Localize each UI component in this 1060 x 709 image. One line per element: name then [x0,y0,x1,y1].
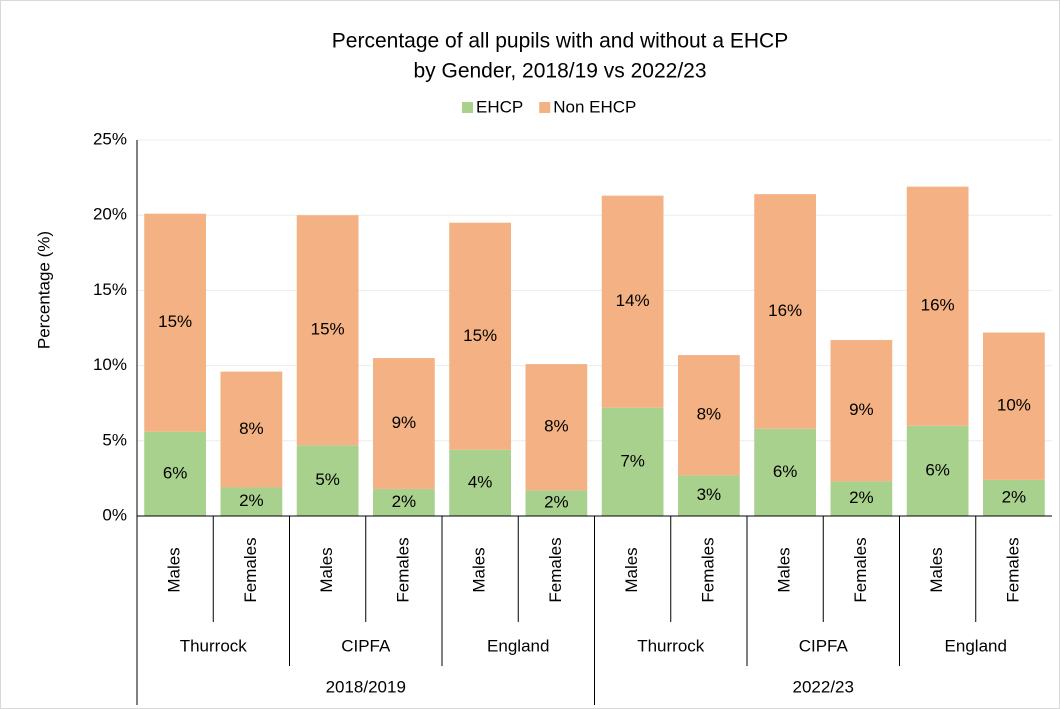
bar-segment [754,428,817,516]
data-label: 15% [311,320,345,339]
bar-segment [982,332,1045,480]
supergroup-label: 2018/2019 [326,677,406,696]
data-label: 7% [620,451,645,470]
bar-segment [830,340,893,482]
group-label: CIPFA [341,636,391,655]
legend-swatch [462,102,473,113]
x-tick-label: Males [317,547,336,592]
y-tick-label: 10% [93,355,127,374]
supergroup-label: 2022/23 [793,677,854,696]
x-tick-label: Females [241,537,260,602]
data-label: 8% [697,405,722,424]
x-tick-label: Females [698,537,717,602]
data-label: 9% [392,413,417,432]
data-label: 5% [315,470,340,489]
bar-segment [296,445,359,516]
bar-segment [601,195,664,408]
x-tick-label: Males [927,547,946,592]
y-tick-label: 0% [102,505,127,524]
data-label: 16% [921,296,955,315]
group-label: England [487,636,549,655]
bar-segment [449,449,512,516]
data-label: 8% [544,417,569,436]
y-tick-label: 25% [93,129,127,148]
bar-segment [144,213,207,432]
group-label: Thurrock [180,636,248,655]
x-tick-label: Females [546,537,565,602]
y-axis-label: Percentage (%) [34,231,53,349]
bar-segment [906,425,969,516]
data-label: 8% [239,419,264,438]
bar-segment [754,194,817,429]
y-tick-label: 5% [102,430,127,449]
bar-segment [220,371,283,488]
x-tick-label: Males [165,547,184,592]
legend-label: Non EHCP [553,97,636,116]
bar-segment [982,479,1045,516]
data-label: 6% [163,463,188,482]
data-label: 15% [158,312,192,331]
bar-segment [296,215,359,446]
data-label: 2% [1002,487,1027,506]
bar-segment [601,407,664,516]
data-label: 6% [925,460,950,479]
bar-segment [220,487,283,516]
data-label: 9% [849,400,874,419]
bar-segment [677,355,740,476]
x-tick-label: Males [775,547,794,592]
group-label: CIPFA [799,636,849,655]
group-label: Thurrock [637,636,705,655]
bar-segment [449,222,512,450]
x-tick-label: Females [851,537,870,602]
bar-segment [677,475,740,516]
data-label: 6% [773,462,798,481]
data-label: 2% [239,491,264,510]
data-label: 2% [392,492,417,511]
y-tick-label: 20% [93,205,127,224]
data-label: 15% [463,326,497,345]
bar-segment [525,364,588,491]
data-label: 16% [768,301,802,320]
x-tick-label: Males [622,547,641,592]
data-label: 3% [697,485,722,504]
x-tick-label: Females [393,537,412,602]
bar-segment [144,431,207,516]
bar-segment [906,186,969,426]
legend-label: EHCP [476,97,523,116]
bar-segment [372,488,435,516]
chart-title: by Gender, 2018/19 vs 2022/23 [413,60,706,83]
data-label: 2% [849,488,874,507]
data-label: 14% [616,291,650,310]
bar-segment [830,481,893,516]
data-label: 4% [468,472,493,491]
x-tick-label: Males [470,547,489,592]
bar-segment [372,358,435,489]
bar-segment [525,490,588,516]
group-label: England [945,636,1007,655]
x-tick-label: Females [1003,537,1022,602]
chart-title: Percentage of all pupils with and withou… [332,30,788,53]
legend-swatch [539,102,551,113]
data-label: 2% [544,493,569,512]
y-tick-label: 15% [93,280,127,299]
data-label: 10% [997,396,1031,415]
